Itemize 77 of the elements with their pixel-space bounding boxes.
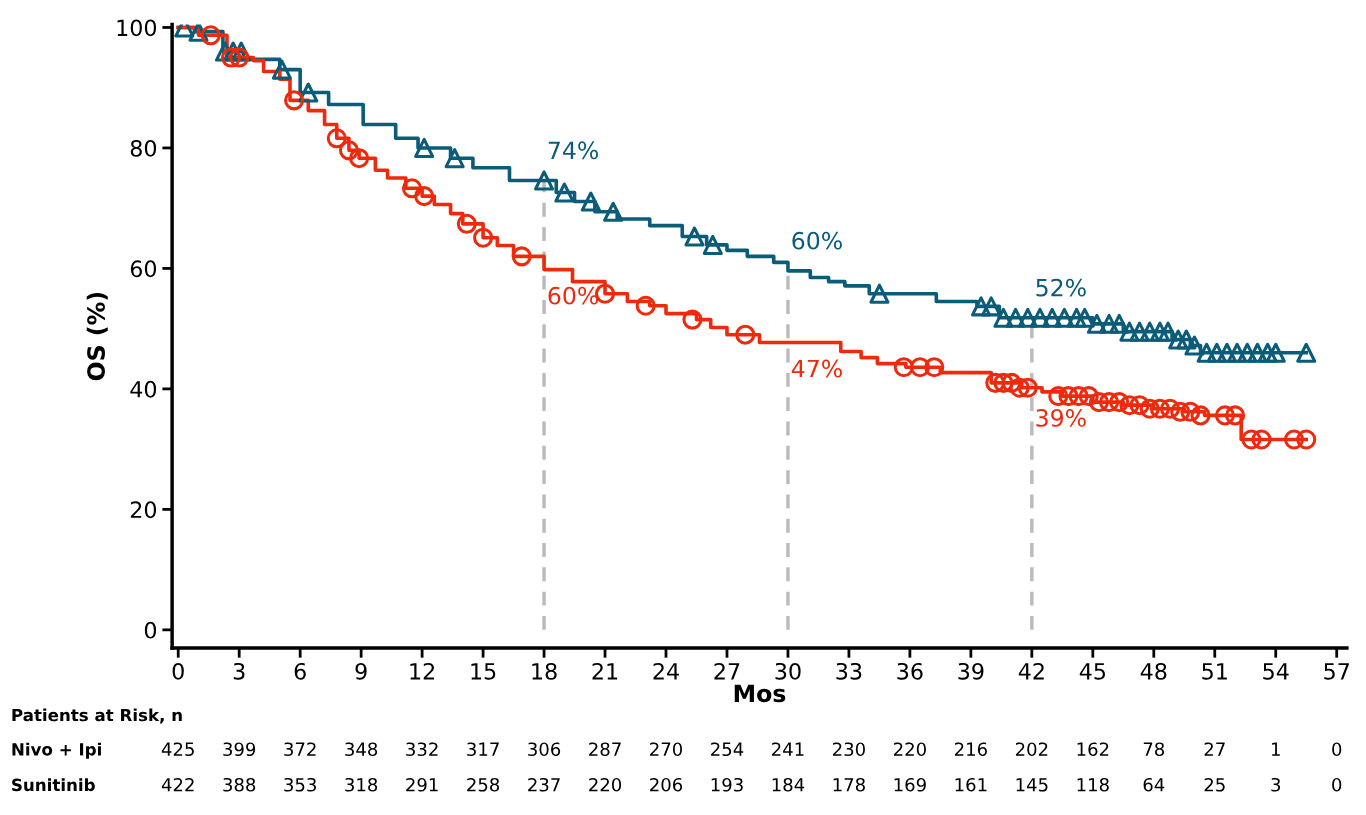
y-tick-label: 40 bbox=[130, 380, 157, 398]
text: 78 bbox=[1143, 742, 1165, 757]
x-tick-label: 48 bbox=[1140, 662, 1167, 680]
x-tick-label: 36 bbox=[897, 662, 923, 680]
x-tick-label: 3 bbox=[233, 662, 245, 680]
text: Sunitinib bbox=[12, 778, 95, 792]
text: 388 bbox=[223, 777, 256, 792]
text: 1 bbox=[1271, 742, 1280, 756]
text: 202 bbox=[1015, 742, 1048, 757]
annotation: 39% bbox=[1036, 408, 1086, 427]
y-axis-title: OS (%) bbox=[86, 292, 108, 381]
text: 145 bbox=[1016, 778, 1048, 792]
x-tick-label: 15 bbox=[471, 663, 496, 680]
x-tick-label: 18 bbox=[532, 662, 557, 680]
text: 258 bbox=[467, 777, 500, 792]
text: 169 bbox=[894, 777, 926, 792]
y-tick-label: 0 bbox=[144, 621, 157, 639]
text: 241 bbox=[772, 742, 804, 756]
x-tick-label: 30 bbox=[775, 662, 801, 680]
x-tick-label: 9 bbox=[355, 662, 367, 680]
annotation: 52% bbox=[1036, 278, 1086, 297]
text: 372 bbox=[284, 742, 316, 757]
text: 162 bbox=[1077, 742, 1109, 757]
annotation: 47% bbox=[791, 359, 842, 378]
text: 287 bbox=[589, 742, 621, 757]
x-tick-label: 12 bbox=[410, 662, 435, 680]
x-tick-label: 33 bbox=[836, 662, 862, 680]
y-tick-label: 60 bbox=[130, 260, 157, 278]
x-axis-title: Mos bbox=[734, 684, 786, 703]
x-tick-label: 21 bbox=[592, 662, 618, 680]
text: 220 bbox=[589, 777, 622, 792]
text: Patients at Risk, n bbox=[12, 708, 182, 724]
text: 220 bbox=[893, 742, 926, 757]
x-tick-label: 0 bbox=[172, 662, 184, 680]
x-tick-label: 39 bbox=[958, 662, 984, 680]
text: 306 bbox=[528, 742, 561, 757]
text: 353 bbox=[284, 777, 316, 792]
text: 348 bbox=[345, 742, 378, 757]
text: 291 bbox=[406, 777, 438, 792]
x-tick-label: 57 bbox=[1324, 663, 1349, 680]
text: 184 bbox=[772, 777, 805, 792]
text: 0 bbox=[1332, 777, 1342, 792]
x-tick-label: 54 bbox=[1263, 663, 1289, 680]
text: 25 bbox=[1204, 777, 1225, 792]
x-tick-label: 42 bbox=[1018, 662, 1044, 680]
text: 332 bbox=[406, 742, 438, 757]
text: 318 bbox=[345, 777, 378, 792]
annotation: 60% bbox=[548, 286, 599, 305]
x-tick-label: 45 bbox=[1079, 663, 1106, 680]
text: 230 bbox=[833, 742, 865, 757]
text: 3 bbox=[1271, 777, 1281, 792]
text: 64 bbox=[1143, 777, 1165, 792]
x-tick-label: 27 bbox=[714, 662, 740, 680]
text: 317 bbox=[467, 742, 499, 757]
text: Nivo + Ipi bbox=[12, 742, 101, 759]
text: 270 bbox=[650, 742, 683, 757]
text: 0 bbox=[1332, 742, 1342, 757]
text: 118 bbox=[1077, 777, 1109, 792]
x-tick-label: 24 bbox=[653, 662, 679, 680]
text: 193 bbox=[711, 777, 743, 792]
x-tick-label: 51 bbox=[1202, 663, 1227, 680]
text: 161 bbox=[955, 777, 987, 792]
text: 27 bbox=[1204, 742, 1225, 756]
annotation: 74% bbox=[548, 141, 599, 160]
text: 422 bbox=[161, 777, 194, 792]
text: 237 bbox=[528, 777, 560, 792]
y-tick-label: 100 bbox=[117, 19, 157, 37]
y-tick-label: 20 bbox=[130, 501, 157, 519]
text: 206 bbox=[650, 777, 683, 792]
text: 178 bbox=[833, 777, 865, 792]
annotation: 60% bbox=[792, 231, 842, 250]
text: 254 bbox=[711, 742, 744, 757]
text: 425 bbox=[161, 742, 194, 757]
x-tick-label: 6 bbox=[294, 662, 306, 680]
y-tick-label: 80 bbox=[130, 139, 157, 157]
text: 399 bbox=[223, 742, 256, 757]
text: 216 bbox=[954, 742, 987, 757]
